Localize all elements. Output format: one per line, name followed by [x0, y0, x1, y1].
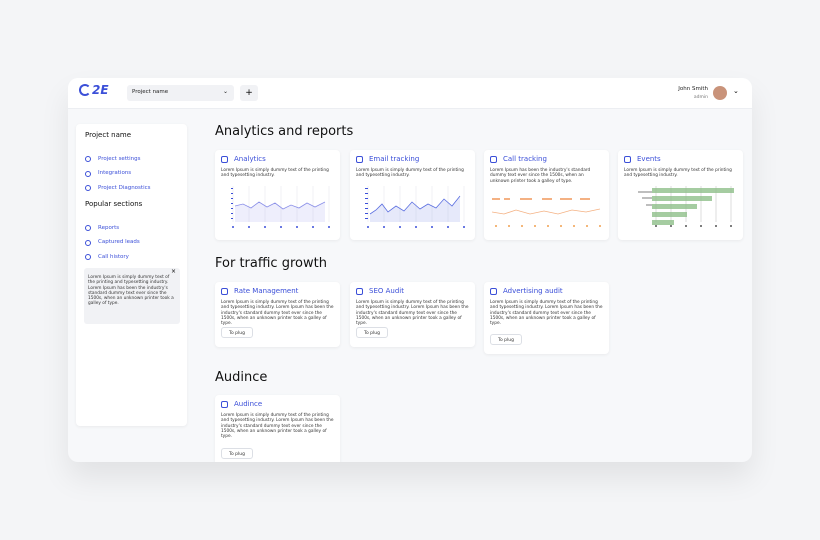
sidebar-title: Project name	[85, 131, 132, 139]
card-description: Lorem Ipsum has been the industry's stan…	[490, 168, 591, 184]
nav-item[interactable]: Call history	[98, 253, 129, 260]
avatar[interactable]	[713, 86, 727, 100]
logo-icon	[79, 84, 91, 96]
card-title[interactable]: Analytics	[234, 155, 266, 163]
app-window: 2E Project name ⌄ + John Smith admin ⌄ P…	[68, 78, 752, 462]
nav-icon	[85, 185, 91, 191]
card[interactable]: Events Lorem Ipsum is simply dummy text o…	[618, 150, 743, 240]
card-icon	[490, 156, 497, 163]
card[interactable]: Advertising audit Lorem Ipsum is simply d…	[484, 282, 609, 354]
card-icon	[356, 156, 363, 163]
nav-item[interactable]: Reports	[98, 224, 120, 231]
project-select[interactable]: Project name ⌄	[127, 85, 234, 101]
card-title[interactable]: SEO Audit	[369, 287, 404, 295]
plug-button[interactable]: To plug	[221, 327, 253, 338]
add-button[interactable]: +	[240, 85, 258, 101]
card[interactable]: SEO Audit Lorem Ipsum is simply dummy tex…	[350, 282, 475, 347]
note-close[interactable]: ×	[170, 268, 176, 275]
nav-item[interactable]: Project Diagnostics	[98, 184, 151, 191]
nav-icon	[85, 170, 91, 177]
nav-icon	[85, 156, 91, 162]
mini-chart	[231, 186, 330, 228]
mini-chart	[638, 186, 734, 227]
card[interactable]: Analytics Lorem Ipsum is simply dummy tex…	[215, 150, 340, 240]
nav-item[interactable]: Integrations	[98, 170, 132, 176]
nav-item[interactable]: Captured leads	[98, 239, 140, 245]
note: Lorem Ipsum is simply dummy text of the …	[84, 268, 180, 324]
mini-chart	[491, 198, 601, 227]
plug-button[interactable]: To plug	[490, 334, 522, 345]
nav-icon	[85, 254, 91, 260]
card-description: Lorem Ipsum is simply dummy text of the …	[356, 168, 464, 179]
logo[interactable]: 2E	[92, 83, 109, 97]
card[interactable]: Audince Lorem Ipsum is simply dummy text …	[215, 395, 340, 462]
header: 2E Project name ⌄ + John Smith admin ⌄	[68, 78, 752, 109]
sidebar: Project name Popular sections Lorem Ipsu…	[76, 124, 187, 426]
chevron: ⌄	[222, 88, 228, 95]
card-icon	[221, 156, 228, 163]
card-icon	[356, 288, 363, 295]
section-title: Audince	[215, 370, 268, 385]
nav-item[interactable]: Project settings	[98, 155, 141, 162]
user-menu[interactable]: ⌄	[733, 87, 739, 95]
card-title[interactable]: Events	[637, 155, 661, 163]
card-title[interactable]: Call tracking	[503, 155, 547, 163]
card-icon	[490, 288, 497, 295]
card[interactable]: Rate Management Lorem Ipsum is simply dum…	[215, 282, 340, 347]
popular-title: Popular sections	[85, 200, 143, 208]
card-title[interactable]: Rate Management	[234, 287, 299, 295]
card-title[interactable]: Email tracking	[369, 155, 420, 163]
card-description: Lorem Ipsum is simply dummy text of the …	[490, 300, 603, 327]
nav-icon	[85, 225, 91, 231]
card-description: Lorem Ipsum is simply dummy text of the …	[624, 168, 732, 179]
nav-icon	[85, 239, 91, 246]
card-icon	[624, 156, 631, 163]
card-icon	[221, 401, 228, 408]
card[interactable]: Email tracking Lorem Ipsum is simply dumm…	[350, 150, 475, 240]
card[interactable]: Call tracking Lorem Ipsum has been the in…	[484, 150, 609, 240]
user-role: admin	[693, 95, 708, 100]
card-description: Lorem Ipsum is simply dummy text of the …	[356, 300, 469, 327]
project-select-label: Project name	[132, 89, 169, 95]
mini-chart	[365, 186, 465, 228]
card-title[interactable]: Audince	[234, 400, 263, 408]
card-description: Lorem Ipsum is simply dummy text of the …	[221, 168, 329, 179]
plug-button[interactable]: To plug	[356, 327, 388, 338]
section-title: Analytics and reports	[215, 124, 354, 139]
plug-button[interactable]: To plug	[221, 448, 253, 459]
card-icon	[221, 288, 228, 295]
note-text: Lorem Ipsum is simply dummy text of the …	[88, 275, 174, 307]
section-title: For traffic growth	[215, 256, 327, 271]
card-description: Lorem Ipsum is simply dummy text of the …	[221, 413, 334, 440]
card-description: Lorem Ipsum is simply dummy text of the …	[221, 300, 334, 327]
card-title[interactable]: Advertising audit	[503, 287, 563, 295]
user-name: John Smith	[678, 86, 708, 92]
